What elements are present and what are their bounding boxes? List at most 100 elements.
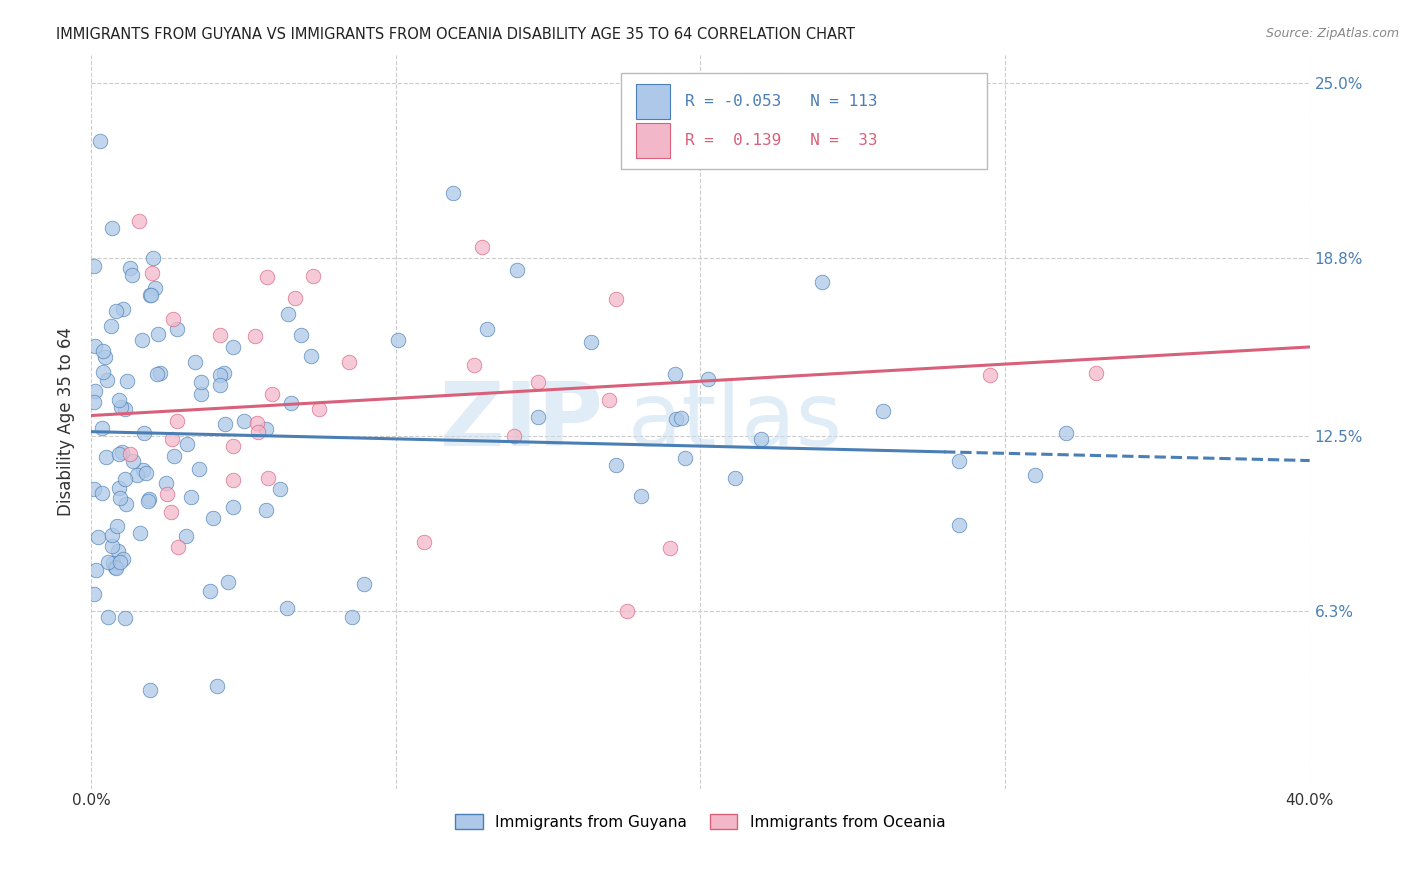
Point xyxy=(90,485,112,500)
Text: atlas: atlas xyxy=(627,378,842,466)
Point xyxy=(475,322,498,336)
Point xyxy=(579,335,602,350)
Point xyxy=(811,275,834,289)
Point xyxy=(503,429,526,443)
Point xyxy=(89,134,111,148)
Point xyxy=(118,261,141,276)
Point xyxy=(208,378,231,392)
Point xyxy=(276,601,298,615)
Point xyxy=(155,476,177,491)
Y-axis label: Disability Age 35 to 64: Disability Age 35 to 64 xyxy=(58,327,75,516)
Point xyxy=(104,559,127,574)
Point xyxy=(146,326,169,341)
Point xyxy=(122,454,145,468)
Point xyxy=(101,528,124,542)
Point xyxy=(277,308,299,322)
Point xyxy=(83,259,105,273)
Point xyxy=(108,491,131,505)
Point xyxy=(163,450,186,464)
Point xyxy=(658,541,681,555)
Point xyxy=(184,355,207,369)
Text: IMMIGRANTS FROM GUYANA VS IMMIGRANTS FROM OCEANIA DISABILITY AGE 35 TO 64 CORREL: IMMIGRANTS FROM GUYANA VS IMMIGRANTS FRO… xyxy=(56,27,855,42)
Point xyxy=(135,467,157,481)
Point xyxy=(107,481,129,495)
Point xyxy=(136,493,159,508)
Point xyxy=(97,555,120,569)
Point xyxy=(91,421,114,435)
Point xyxy=(146,367,169,381)
Text: ZIP: ZIP xyxy=(440,378,603,466)
Point xyxy=(463,358,485,372)
Point xyxy=(149,366,172,380)
Point xyxy=(91,343,114,358)
Point xyxy=(101,556,124,570)
Point xyxy=(749,433,772,447)
Point xyxy=(673,450,696,465)
Point xyxy=(105,303,128,318)
Point xyxy=(111,301,134,316)
Point xyxy=(340,610,363,624)
Point xyxy=(290,328,312,343)
Point xyxy=(280,396,302,410)
Point xyxy=(100,318,122,333)
Point xyxy=(598,392,620,407)
Point xyxy=(209,368,232,382)
Point xyxy=(128,213,150,227)
Point xyxy=(664,368,686,382)
Point xyxy=(605,458,627,472)
Bar xyxy=(636,84,669,119)
Point xyxy=(188,462,211,476)
Point xyxy=(208,327,231,342)
Point xyxy=(256,270,278,285)
Text: R = -0.053   N = 113: R = -0.053 N = 113 xyxy=(685,94,877,109)
Point xyxy=(110,555,132,569)
Point xyxy=(115,497,138,511)
Point xyxy=(243,329,266,343)
Point xyxy=(222,439,245,453)
Point xyxy=(205,679,228,693)
Point xyxy=(166,322,188,336)
Point xyxy=(979,368,1001,382)
Text: Source: ZipAtlas.com: Source: ZipAtlas.com xyxy=(1265,27,1399,40)
Point xyxy=(111,444,134,458)
Point xyxy=(93,365,115,379)
Point xyxy=(202,511,225,525)
Point xyxy=(84,564,107,578)
Point xyxy=(142,252,165,266)
Point xyxy=(156,487,179,501)
Point xyxy=(526,375,548,389)
Point xyxy=(441,186,464,200)
Point xyxy=(94,351,117,365)
Point xyxy=(260,387,283,401)
Point xyxy=(284,291,307,305)
Point xyxy=(214,417,236,432)
Point xyxy=(1085,367,1108,381)
Point xyxy=(948,453,970,467)
Point xyxy=(665,412,688,426)
Point xyxy=(83,384,105,398)
Point xyxy=(671,410,693,425)
Point xyxy=(176,437,198,451)
Point xyxy=(222,473,245,487)
Point xyxy=(166,414,188,428)
Point xyxy=(139,682,162,697)
Point xyxy=(104,560,127,574)
Point xyxy=(872,404,894,418)
Point xyxy=(83,482,105,496)
Point xyxy=(138,288,160,302)
Point xyxy=(83,586,105,600)
Point xyxy=(111,551,134,566)
Point xyxy=(110,400,132,414)
Point xyxy=(254,502,277,516)
Point xyxy=(299,349,322,363)
Point xyxy=(86,530,108,544)
Point xyxy=(506,263,529,277)
FancyBboxPatch shape xyxy=(621,73,987,169)
Point xyxy=(257,471,280,485)
Point xyxy=(697,372,720,386)
Point xyxy=(108,447,131,461)
Point xyxy=(117,374,139,388)
Point xyxy=(724,471,747,485)
Point xyxy=(1024,467,1046,482)
Point xyxy=(948,518,970,533)
